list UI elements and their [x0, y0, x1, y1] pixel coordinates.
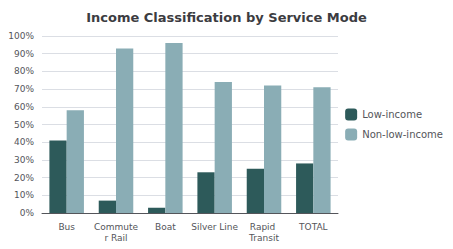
svg-text:90%: 90%	[14, 49, 34, 59]
svg-text:Silver Line: Silver Line	[191, 222, 238, 232]
svg-text:40%: 40%	[14, 137, 34, 147]
svg-text:10%: 10%	[14, 190, 34, 200]
svg-text:Boat: Boat	[155, 222, 176, 232]
svg-text:TOTAL: TOTAL	[298, 222, 328, 232]
svg-text:20%: 20%	[14, 173, 34, 183]
svg-text:70%: 70%	[14, 84, 34, 94]
svg-text:Commute: Commute	[94, 222, 139, 232]
svg-text:50%: 50%	[14, 120, 34, 130]
svg-text:Non-low-income: Non-low-income	[362, 129, 443, 140]
svg-text:Rapid: Rapid	[250, 222, 278, 232]
svg-text:Bus: Bus	[58, 222, 75, 232]
svg-text:Transit: Transit	[248, 233, 279, 243]
svg-text:80%: 80%	[14, 66, 34, 76]
svg-text:Income Classification by Servi: Income Classification by Service Mode	[86, 10, 367, 25]
svg-text:100%: 100%	[8, 31, 34, 41]
svg-text:30%: 30%	[14, 155, 34, 165]
svg-text:60%: 60%	[14, 102, 34, 112]
svg-text:r Rail: r Rail	[104, 233, 127, 243]
svg-text:0%: 0%	[20, 208, 35, 218]
svg-text:Low-income: Low-income	[362, 109, 422, 120]
